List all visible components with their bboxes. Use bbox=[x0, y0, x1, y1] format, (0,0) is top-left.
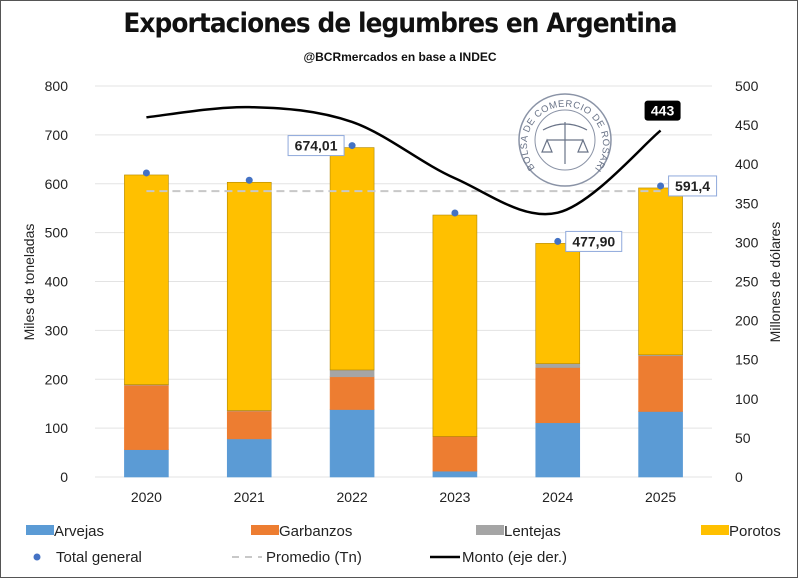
bar-arvejas bbox=[638, 411, 683, 478]
x-tick-label: 2024 bbox=[542, 489, 573, 505]
bar-garbanzos bbox=[329, 376, 375, 410]
y2-tick-label: 400 bbox=[735, 156, 759, 172]
bar-porotos bbox=[535, 243, 581, 364]
total-label-box bbox=[668, 175, 718, 197]
bar-porotos bbox=[432, 214, 478, 437]
y-tick-label: 200 bbox=[45, 371, 69, 387]
y2-tick-label: 150 bbox=[735, 352, 759, 368]
bar-arvejas bbox=[329, 409, 375, 478]
legend-swatch-arvejas bbox=[26, 525, 54, 535]
y2-tick-label: 250 bbox=[735, 274, 759, 290]
y-tick-label: 300 bbox=[45, 322, 69, 338]
bar-lentejas bbox=[535, 363, 581, 368]
x-tick-label: 2025 bbox=[645, 489, 676, 505]
total-label-box bbox=[287, 135, 345, 157]
bar-garbanzos bbox=[432, 436, 478, 472]
total-point bbox=[348, 142, 356, 150]
y2-axis-title: Millones de dólares bbox=[767, 222, 783, 343]
legend-label-porotos: Porotos bbox=[729, 523, 781, 540]
total-label-box bbox=[565, 230, 623, 252]
bar-arvejas bbox=[124, 449, 169, 478]
y2-tick-label: 450 bbox=[735, 117, 759, 133]
y2-tick-label: 100 bbox=[735, 391, 759, 407]
monto-label-box bbox=[644, 100, 681, 121]
y-axis-title: Miles de toneladas bbox=[21, 224, 37, 341]
y-tick-label: 600 bbox=[45, 176, 69, 192]
bar-garbanzos bbox=[638, 355, 683, 412]
total-point bbox=[245, 176, 253, 184]
total-point bbox=[142, 169, 150, 177]
y2-tick-label: 300 bbox=[735, 234, 759, 250]
bar-garbanzos bbox=[124, 384, 169, 450]
y-tick-label: 800 bbox=[45, 78, 69, 94]
seal-scales-icon bbox=[541, 122, 589, 164]
legend-total-marker bbox=[33, 553, 41, 561]
total-data-label: 674,01 bbox=[295, 138, 338, 154]
bar-arvejas bbox=[226, 438, 272, 478]
total-point bbox=[657, 182, 665, 190]
bar-porotos bbox=[329, 147, 375, 371]
legend-label-arvejas: Arvejas bbox=[54, 523, 104, 540]
legend-label-monto: Monto (eje der.) bbox=[462, 549, 567, 566]
bar-porotos bbox=[124, 174, 169, 385]
chart-title: Exportaciones de legumbres en Argentina bbox=[123, 8, 677, 39]
legend-swatch-lentejas bbox=[476, 525, 504, 535]
chart-subtitle: @BCRmercados en base a INDEC bbox=[303, 50, 497, 64]
bar-garbanzos bbox=[535, 367, 581, 424]
y2-tick-label: 500 bbox=[735, 78, 759, 94]
legend-label-lentejas: Lentejas bbox=[504, 523, 561, 540]
y-tick-label: 0 bbox=[60, 469, 68, 485]
y2-tick-label: 50 bbox=[735, 430, 751, 446]
bar-porotos bbox=[638, 187, 683, 356]
total-data-label: 477,90 bbox=[572, 233, 615, 249]
bar-arvejas bbox=[432, 470, 478, 478]
x-tick-label: 2022 bbox=[337, 489, 368, 505]
total-point bbox=[554, 237, 562, 245]
bar-garbanzos bbox=[226, 410, 272, 440]
x-tick-label: 2021 bbox=[234, 489, 265, 505]
monto-end-label: 443 bbox=[651, 103, 675, 119]
y-tick-label: 100 bbox=[45, 420, 69, 436]
y-tick-label: 500 bbox=[45, 225, 69, 241]
legend-swatch-garbanzos bbox=[251, 525, 279, 535]
x-tick-label: 2020 bbox=[131, 489, 162, 505]
monto-line bbox=[146, 105, 662, 216]
legend-label-total: Total general bbox=[56, 549, 142, 566]
y2-tick-label: 350 bbox=[735, 195, 759, 211]
y2-tick-label: 0 bbox=[735, 469, 743, 485]
bar-arvejas bbox=[535, 422, 581, 478]
legend-label-average: Promedio (Tn) bbox=[266, 549, 362, 566]
bar-porotos bbox=[226, 181, 272, 411]
y-tick-label: 400 bbox=[45, 274, 69, 290]
total-point bbox=[451, 209, 459, 217]
total-data-label: 591,4 bbox=[675, 178, 710, 194]
seal-inner-ring bbox=[534, 109, 596, 171]
legend-label-garbanzos: Garbanzos bbox=[279, 523, 352, 540]
x-tick-label: 2023 bbox=[439, 489, 470, 505]
legend-swatch-porotos bbox=[701, 525, 729, 535]
y-tick-label: 700 bbox=[45, 127, 69, 143]
y2-tick-label: 200 bbox=[735, 313, 759, 329]
bar-lentejas bbox=[329, 369, 375, 378]
